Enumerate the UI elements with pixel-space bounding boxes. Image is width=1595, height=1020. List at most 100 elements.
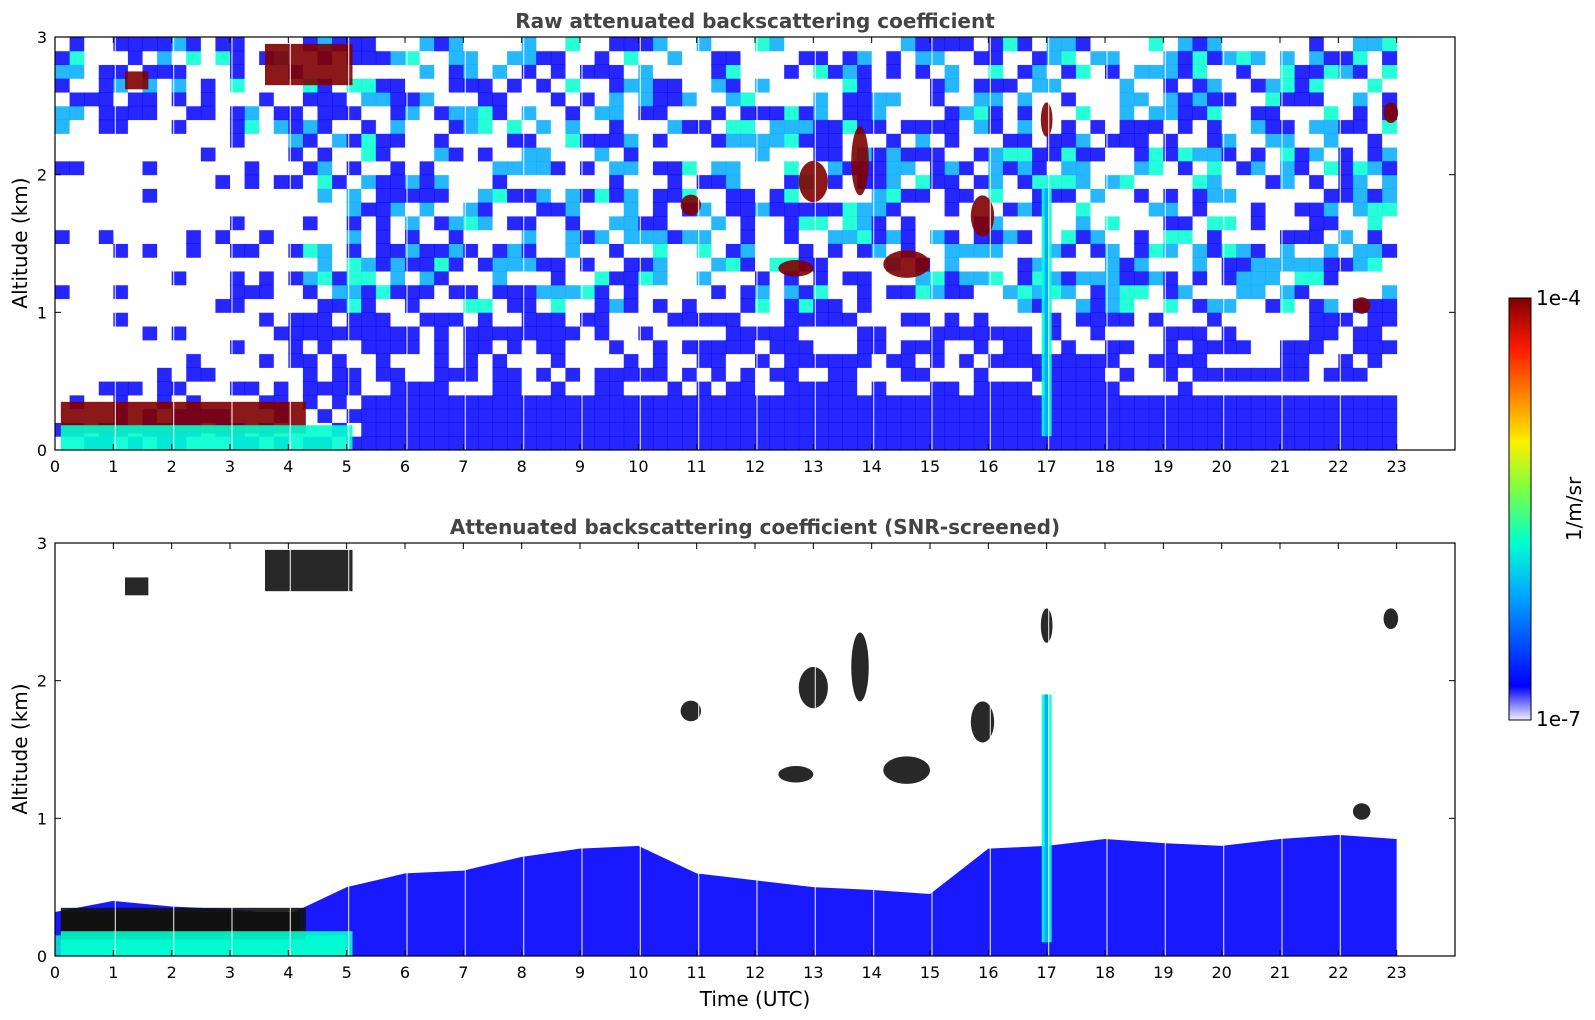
heatmap-cell <box>113 243 129 258</box>
heatmap-cell <box>1134 37 1150 52</box>
heatmap-cell <box>900 133 916 148</box>
heatmap-cell <box>827 436 843 450</box>
heatmap-cell <box>346 257 362 272</box>
heatmap-cell <box>84 229 100 244</box>
heatmap-cell <box>1323 160 1339 176</box>
heatmap-cell <box>536 202 552 217</box>
heatmap-cell <box>1017 257 1033 272</box>
heatmap-cell <box>492 381 508 396</box>
heatmap-cell <box>375 243 391 258</box>
heatmap-cell <box>667 353 683 368</box>
heatmap-cell <box>390 174 406 189</box>
heatmap-cell <box>1002 37 1018 52</box>
heatmap-cell <box>1134 326 1150 341</box>
heatmap-cell <box>1017 326 1033 341</box>
heatmap-cell <box>1236 215 1252 231</box>
heatmap-cell <box>915 174 931 189</box>
heatmap-cell <box>988 326 1004 341</box>
heatmap-cell <box>550 188 566 203</box>
heatmap-cell <box>1323 257 1339 272</box>
heatmap-cell <box>871 284 887 300</box>
heatmap-cell <box>1148 188 1164 203</box>
heatmap-cell <box>230 133 246 148</box>
heatmap-cell <box>288 284 304 300</box>
heatmap-cell <box>200 257 216 272</box>
heatmap-cell <box>755 174 771 189</box>
heatmap-cell <box>959 50 975 66</box>
heatmap-cell <box>84 298 100 313</box>
heatmap-cell <box>1207 381 1223 396</box>
heatmap-cell <box>594 271 610 286</box>
heatmap-cell <box>988 78 1004 93</box>
heatmap-cell <box>1075 408 1091 423</box>
heatmap-cell <box>98 147 114 162</box>
heatmap-cell <box>302 339 318 355</box>
heatmap-cell <box>1207 147 1223 162</box>
heatmap-cell <box>273 326 289 341</box>
heatmap-cell <box>69 353 85 368</box>
heatmap-cell <box>375 284 391 300</box>
heatmap-cell <box>55 271 71 286</box>
heatmap-cell <box>827 353 843 368</box>
x-tick-label: 1 <box>108 457 118 476</box>
heatmap-cell <box>332 92 348 107</box>
heatmap-cell <box>463 64 479 79</box>
heatmap-cell <box>988 174 1004 189</box>
heatmap-cell <box>1061 119 1077 134</box>
heatmap-cell <box>755 215 771 231</box>
heatmap-cell <box>200 119 216 134</box>
heatmap-cell <box>740 394 756 410</box>
heatmap-cell <box>959 133 975 148</box>
heatmap-cell <box>900 367 916 382</box>
heatmap-cell <box>332 215 348 231</box>
heatmap-cell <box>390 215 406 231</box>
heatmap-cell <box>1265 326 1281 341</box>
heatmap-cell <box>988 271 1004 286</box>
heatmap-cell <box>550 257 566 272</box>
heatmap-cell <box>711 78 727 93</box>
heatmap-cell <box>521 64 537 79</box>
heatmap-cell <box>667 229 683 244</box>
heatmap-cell <box>652 215 668 231</box>
heatmap-cell <box>827 312 843 327</box>
heatmap-cell <box>988 381 1004 396</box>
x-tick-label: 16 <box>978 457 998 476</box>
heatmap-cell <box>871 160 887 176</box>
heatmap-cell <box>740 381 756 396</box>
heatmap-cell <box>302 133 318 148</box>
heatmap-cell <box>1352 50 1368 66</box>
heatmap-cell <box>959 257 975 272</box>
heatmap-cell <box>434 271 450 286</box>
heatmap-cell <box>1367 339 1383 355</box>
heatmap-cell <box>84 37 100 52</box>
heatmap-cell <box>725 78 741 93</box>
heatmap-cell <box>594 298 610 313</box>
heatmap-cell <box>361 298 377 313</box>
heatmap-cell <box>1367 312 1383 327</box>
heatmap-cell <box>1250 188 1266 203</box>
heatmap-cell <box>259 257 275 272</box>
heatmap-cell <box>346 243 362 258</box>
heatmap-cell <box>1002 326 1018 341</box>
heatmap-cell <box>1119 202 1135 217</box>
heatmap-cell <box>142 215 158 231</box>
heatmap-cell <box>871 229 887 244</box>
heatmap-cell <box>215 381 231 396</box>
heatmap-cell <box>69 188 85 203</box>
heatmap-cell <box>1352 188 1368 203</box>
heatmap-cell <box>1046 160 1062 176</box>
heatmap-cell <box>1177 50 1193 66</box>
heatmap-cell <box>1382 78 1398 93</box>
heatmap-cell <box>1163 78 1179 93</box>
panel-screened: Attenuated backscattering coefficient (S… <box>8 515 1456 1011</box>
heatmap-cell <box>1221 243 1237 258</box>
heatmap-cell <box>434 229 450 244</box>
heatmap-cell <box>915 381 931 396</box>
heatmap-cell <box>1105 284 1121 300</box>
heatmap-cell <box>550 436 566 450</box>
heatmap-cell <box>448 422 464 437</box>
heatmap-cell <box>696 284 712 300</box>
heatmap-cell <box>740 215 756 231</box>
heatmap-cell <box>98 381 114 396</box>
heatmap-cell <box>696 64 712 79</box>
